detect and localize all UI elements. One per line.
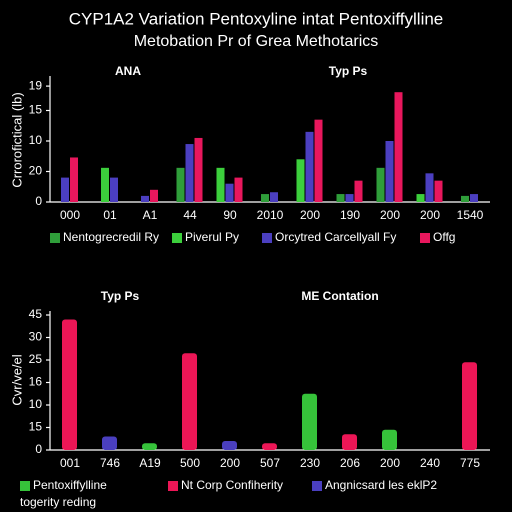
bar bbox=[385, 141, 394, 202]
bar bbox=[216, 167, 225, 202]
bar bbox=[102, 436, 117, 450]
x-tick-label: A1 bbox=[143, 208, 158, 222]
bar bbox=[61, 177, 69, 202]
bar bbox=[194, 137, 203, 202]
x-tick-label: 200 bbox=[420, 208, 440, 222]
panel-label: ME Contation bbox=[301, 289, 378, 303]
x-tick-label: 200 bbox=[300, 208, 320, 222]
panel-label: Typ Ps bbox=[101, 289, 140, 303]
legend-swatch bbox=[168, 481, 178, 491]
bar bbox=[462, 362, 477, 450]
bar bbox=[101, 167, 109, 202]
bar bbox=[296, 159, 305, 202]
bar bbox=[262, 443, 277, 450]
bar bbox=[302, 393, 317, 450]
bar bbox=[461, 195, 469, 202]
bar bbox=[185, 144, 194, 202]
legend-label: Orcytred Carcellyall Fy bbox=[275, 230, 396, 244]
panel-label: ANA bbox=[115, 64, 141, 78]
x-tick-label: A19 bbox=[139, 456, 161, 470]
y-tick-label: 30 bbox=[29, 330, 43, 344]
bar bbox=[141, 195, 149, 202]
bar bbox=[270, 192, 278, 202]
legend-swatch bbox=[50, 233, 60, 243]
x-tick-label: 200 bbox=[380, 456, 400, 470]
y-tick-label: 15 bbox=[29, 103, 43, 117]
bar bbox=[225, 183, 234, 202]
y-tick-label: 0 bbox=[35, 194, 42, 208]
y-tick-label: 45 bbox=[29, 307, 43, 321]
x-tick-label: 001 bbox=[60, 456, 80, 470]
y-tick-label: 15 bbox=[29, 420, 43, 434]
y-axis-label: Crrorofictical (lb) bbox=[9, 92, 24, 187]
y-tick-label: 10 bbox=[29, 397, 43, 411]
legend-swatch bbox=[262, 233, 272, 243]
bar bbox=[470, 194, 478, 202]
bar bbox=[394, 92, 403, 202]
bar bbox=[150, 189, 158, 202]
chart-subtitle: Metobation Pr of Grea Methotarics bbox=[134, 33, 379, 50]
legend-label: Nentogrecredil Ry bbox=[63, 230, 159, 244]
legend-label: Pentoxiffylline bbox=[33, 478, 107, 492]
legend-swatch bbox=[312, 481, 322, 491]
x-tick-label: 90 bbox=[223, 208, 237, 222]
bar bbox=[305, 131, 314, 202]
y-tick-label: 16 bbox=[29, 375, 43, 389]
x-tick-label: 1540 bbox=[457, 208, 484, 222]
x-tick-label: 01 bbox=[103, 208, 117, 222]
y-tick-label: 25 bbox=[29, 352, 43, 366]
bar bbox=[110, 177, 118, 202]
y-axis-label: Cvr/ve/el bbox=[9, 354, 24, 405]
bar bbox=[336, 194, 345, 202]
bar bbox=[416, 194, 425, 202]
bar bbox=[176, 167, 185, 202]
x-tick-label: 200 bbox=[220, 456, 240, 470]
bar bbox=[382, 429, 397, 450]
y-tick-label: 19 bbox=[29, 78, 43, 92]
bar bbox=[342, 434, 357, 450]
bar bbox=[261, 194, 269, 202]
x-tick-label: 230 bbox=[300, 456, 320, 470]
legend-label: Offg bbox=[433, 230, 455, 244]
bar bbox=[354, 180, 363, 202]
bar bbox=[425, 173, 434, 202]
bar bbox=[62, 319, 77, 450]
panel-label: Typ Ps bbox=[329, 64, 368, 78]
x-tick-label: 190 bbox=[340, 208, 360, 222]
bar bbox=[142, 443, 157, 450]
chart-title: CYP1A2 Variation Pentoxyline intat Pento… bbox=[69, 9, 444, 28]
bar bbox=[314, 119, 323, 202]
bar bbox=[234, 177, 243, 202]
x-tick-label: 000 bbox=[60, 208, 80, 222]
x-tick-label: 746 bbox=[100, 456, 120, 470]
bar bbox=[70, 157, 78, 202]
x-tick-label: 240 bbox=[420, 456, 440, 470]
x-tick-label: 2010 bbox=[257, 208, 284, 222]
y-tick-label: 20 bbox=[29, 164, 43, 178]
bar bbox=[182, 353, 197, 450]
bar bbox=[376, 167, 385, 202]
legend-label: Angnicsard les eklP2 bbox=[325, 478, 437, 492]
y-tick-label: 0 bbox=[35, 442, 42, 456]
legend-label: Nt Corp Confiherity bbox=[181, 478, 283, 492]
legend-label: Piverul Py bbox=[185, 230, 239, 244]
x-tick-label: 775 bbox=[460, 456, 480, 470]
x-tick-label: 206 bbox=[340, 456, 360, 470]
legend-swatch bbox=[20, 481, 30, 491]
bar bbox=[434, 180, 443, 202]
bar bbox=[222, 441, 237, 450]
bar bbox=[345, 194, 354, 202]
legend-swatch bbox=[420, 233, 430, 243]
x-tick-label: 44 bbox=[183, 208, 197, 222]
y-tick-label: 10 bbox=[29, 133, 43, 147]
x-tick-label: 200 bbox=[380, 208, 400, 222]
note: togerity reding bbox=[20, 495, 96, 509]
legend-swatch bbox=[172, 233, 182, 243]
x-tick-label: 507 bbox=[260, 456, 280, 470]
x-tick-label: 500 bbox=[180, 456, 200, 470]
